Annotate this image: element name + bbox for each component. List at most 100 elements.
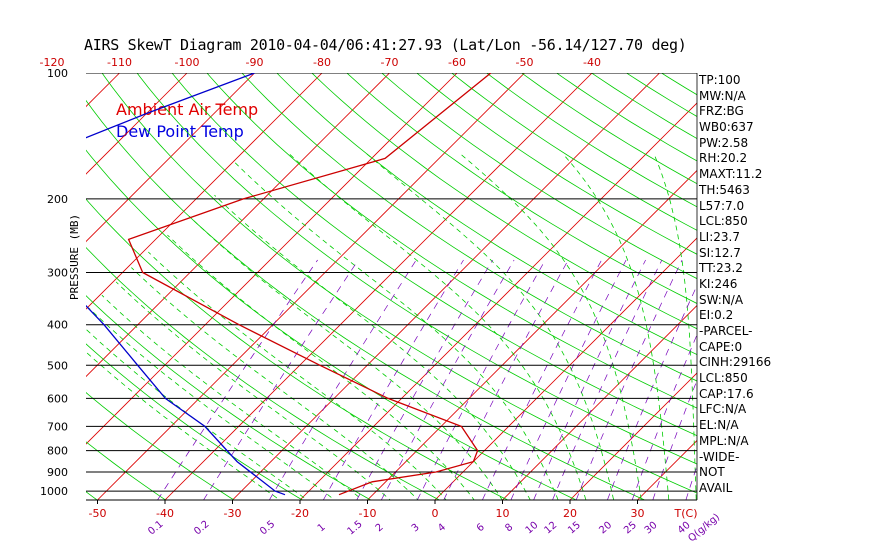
mixing-ratio-line xyxy=(322,259,464,500)
mixing-ratio-label: 0.1 xyxy=(146,519,165,538)
stat-item: MPL:N/A xyxy=(699,433,749,448)
pressure-tick-label: 500 xyxy=(47,359,68,372)
dry-adiabat-line xyxy=(101,73,697,494)
moist-adiabat-line xyxy=(101,294,364,500)
mixing-ratio-line xyxy=(416,259,546,500)
top-temp-tick-label: -110 xyxy=(107,56,132,69)
mixing-ratio-label: 15 xyxy=(566,520,583,537)
dry-adiabat-line xyxy=(590,73,697,140)
dry-adiabat-line xyxy=(206,73,697,409)
mixing-ratio-label: 2 xyxy=(374,522,386,535)
mixing-ratio-label: 6 xyxy=(475,522,487,535)
stat-item: MW:N/A xyxy=(699,88,746,103)
dry-adiabat-line xyxy=(521,73,697,185)
stat-item: NOT xyxy=(699,465,725,480)
stat-item: CAPE:0 xyxy=(699,339,743,354)
isotherm-line xyxy=(0,54,4,509)
dry-adiabat-line xyxy=(86,343,304,500)
stat-item: TT:23.2 xyxy=(699,261,743,276)
dry-adiabat-line xyxy=(451,73,697,231)
stat-item: LCL:850 xyxy=(699,214,748,229)
mixing-ratio-line xyxy=(533,259,646,500)
mixing-ratio-label: 4 xyxy=(436,522,448,535)
isotherm-line xyxy=(86,73,121,108)
pressure-tick-label: 800 xyxy=(47,445,68,458)
dry-adiabat-line xyxy=(86,295,372,500)
top-temp-tick-label: -80 xyxy=(313,56,331,69)
stat-item: KI:246 xyxy=(699,276,738,291)
stat-item: SW:N/A xyxy=(699,292,744,307)
moist-adiabat-line xyxy=(234,162,559,500)
stat-item: TH:5463 xyxy=(699,182,750,197)
isotherm-line xyxy=(86,73,188,175)
moist-adiabat-line xyxy=(460,153,642,500)
dry-adiabat-line xyxy=(86,99,646,500)
pressure-tick-label: 400 xyxy=(47,319,68,332)
isotherm-line xyxy=(231,73,661,500)
stat-item: MAXT:11.2 xyxy=(699,167,763,182)
stat-item: LCL:850 xyxy=(699,371,748,386)
dew-point-temp-line xyxy=(86,73,286,496)
dry-adiabat-line xyxy=(0,54,39,509)
temp-tick-label: 20 xyxy=(563,507,577,520)
mixing-ratio-label: 12 xyxy=(542,520,559,537)
mixing-ratio-line xyxy=(552,259,663,500)
pressure-tick-label: 300 xyxy=(47,267,68,280)
mixing-ratio-label: 1.5 xyxy=(345,519,364,538)
stat-item: -PARCEL- xyxy=(699,324,753,338)
dry-adiabat-line xyxy=(86,392,235,500)
stat-item: EL:N/A xyxy=(699,418,739,433)
mixing-ratio-label: 0.5 xyxy=(258,519,277,538)
moist-adiabat-line xyxy=(86,351,281,500)
temp-tick-label: 0 xyxy=(432,507,439,520)
moist-adiabat-line xyxy=(131,267,419,500)
dry-adiabat-line xyxy=(311,73,697,330)
top-temp-tick-label: -50 xyxy=(516,56,534,69)
chart-title: AIRS SkewT Diagram 2010-04-04/06:41:27.9… xyxy=(84,36,687,54)
mixing-ratio-label: 20 xyxy=(597,520,614,537)
pressure-tick-label: 900 xyxy=(47,466,68,479)
top-temp-tick-label: -100 xyxy=(175,56,200,69)
pressure-tick-label: 700 xyxy=(47,420,68,433)
mixing-ratio-line xyxy=(443,259,569,500)
isotherm-line xyxy=(0,54,71,509)
stat-item: CAP:17.6 xyxy=(699,386,754,401)
x-axis-unit-label: T(C) xyxy=(674,507,698,520)
isotherm-line xyxy=(86,73,323,310)
temp-tick-label: -20 xyxy=(291,507,309,520)
mixing-ratio-line xyxy=(652,379,697,500)
temp-tick-label: -40 xyxy=(156,507,174,520)
dry-adiabat-line xyxy=(276,73,697,356)
stat-item: TP:100 xyxy=(699,73,741,87)
mixing-ratio-line xyxy=(510,259,627,500)
stat-item: -WIDE- xyxy=(699,449,740,464)
isotherm-line xyxy=(366,169,697,500)
moist-adiabat-line xyxy=(86,328,308,500)
dry-adiabat-line xyxy=(86,491,98,500)
temp-tick-label: -50 xyxy=(89,507,107,520)
mixing-ratio-line xyxy=(631,333,697,500)
moist-adiabat-line xyxy=(115,281,391,500)
ambient-air-temp-line xyxy=(127,73,492,496)
isotherm-line xyxy=(299,102,697,500)
stat-item: L57:7.0 xyxy=(699,198,745,213)
stat-item: AVAIL xyxy=(699,480,733,495)
moist-adiabat-line xyxy=(288,153,587,500)
moist-adiabat-line xyxy=(167,234,475,500)
isotherm-line xyxy=(569,372,697,500)
mixing-ratio-line xyxy=(157,259,318,500)
dry-adiabat-line xyxy=(136,73,697,465)
isotherm-line xyxy=(86,73,458,445)
mixing-ratio-label: 10 xyxy=(524,520,541,537)
dry-adiabat-line xyxy=(346,73,697,304)
pressure-tick-label: 200 xyxy=(47,193,68,206)
mixing-ratio-line xyxy=(482,259,602,500)
moist-adiabat-line xyxy=(148,251,447,500)
mixing-ratio-line xyxy=(607,284,697,500)
isotherm-line xyxy=(86,73,391,378)
top-temp-tick-label: -70 xyxy=(381,56,399,69)
pressure-tick-label: 600 xyxy=(47,392,68,405)
dry-adiabat-line xyxy=(486,73,697,208)
moist-adiabat-line xyxy=(366,153,615,500)
